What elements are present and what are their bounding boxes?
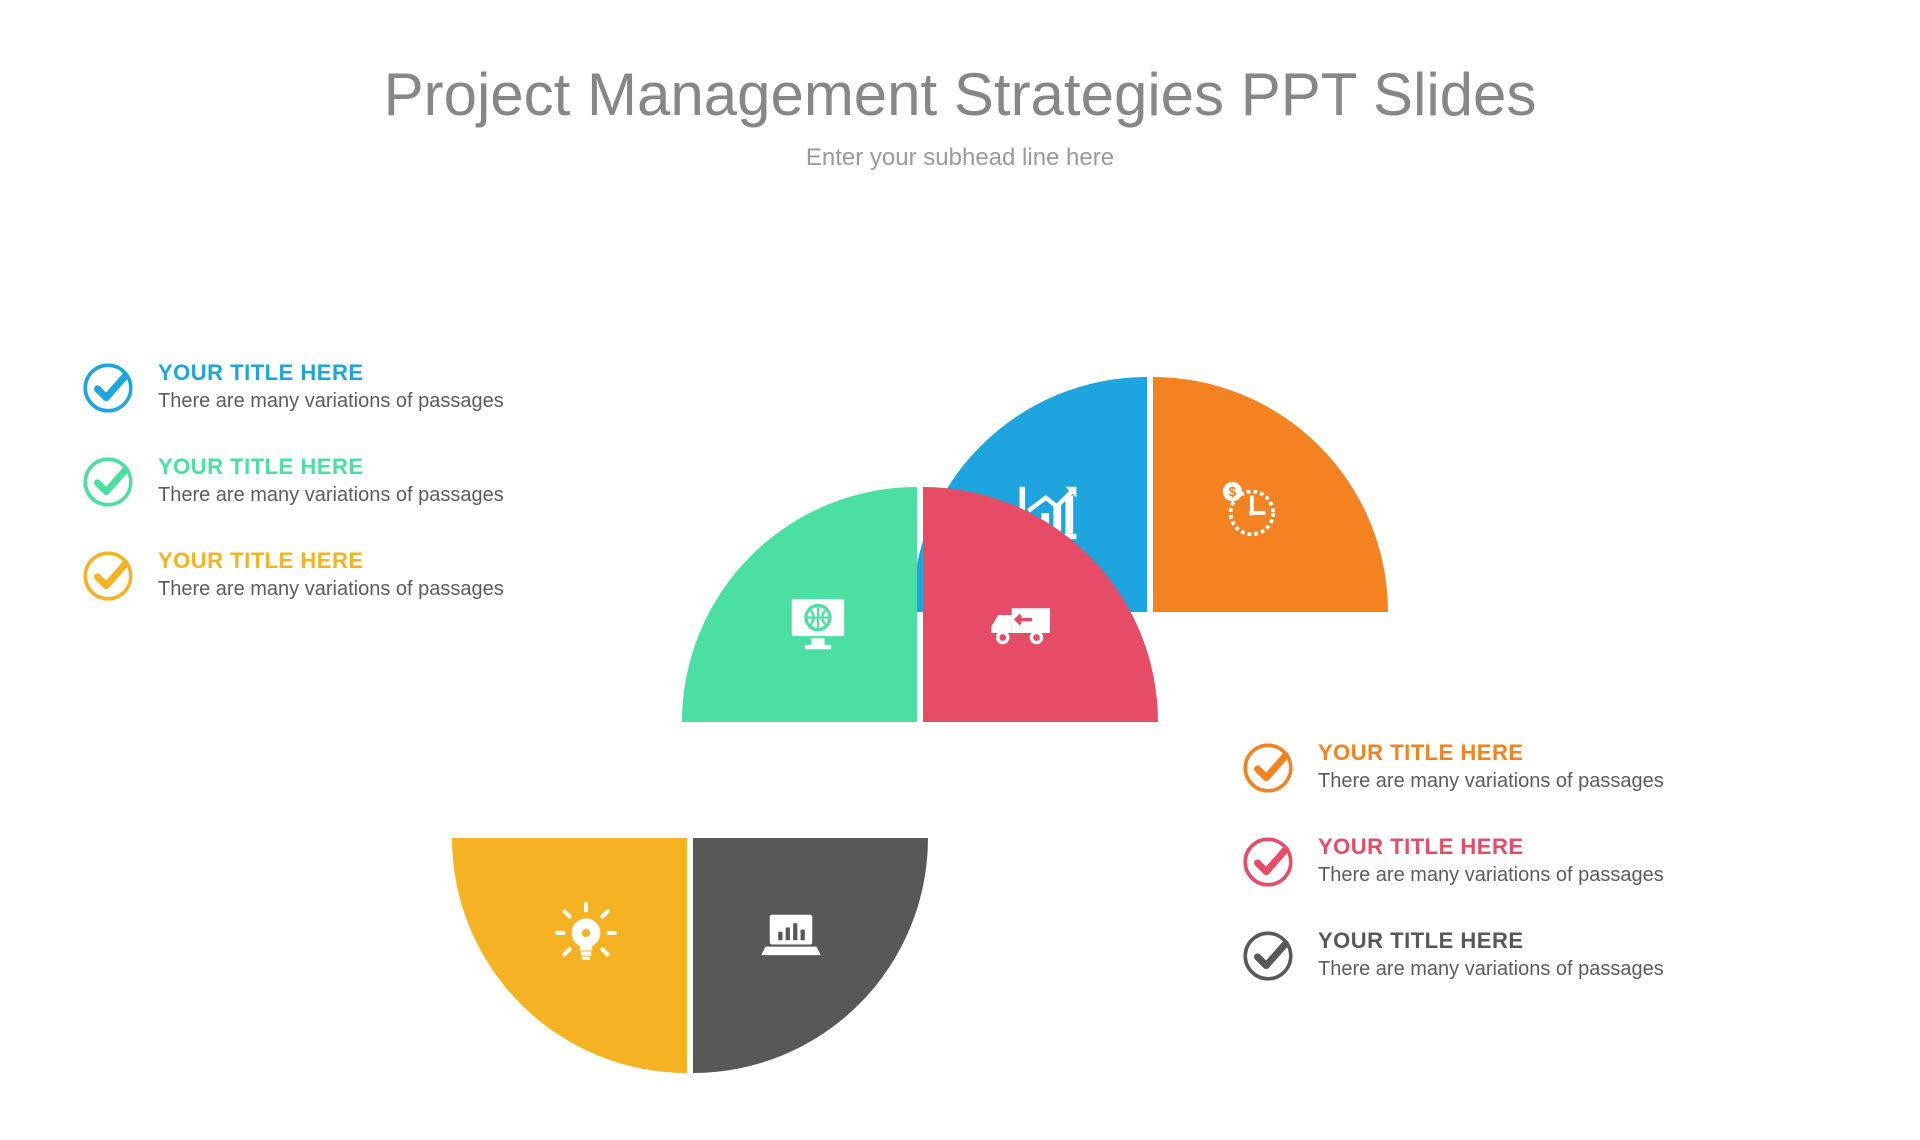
bullet-title: YOUR TITLE HERE [158, 360, 504, 386]
checkmark-icon [80, 360, 136, 416]
bullet-title: YOUR TITLE HERE [1318, 834, 1664, 860]
truck-icon [987, 588, 1059, 660]
segment-gray [693, 838, 928, 1073]
checkmark-icon [1240, 740, 1296, 796]
checkmark-icon [80, 548, 136, 604]
bullet-item-left-0: YOUR TITLE HERE There are many variations… [80, 360, 504, 416]
laptop-chart-icon [757, 902, 825, 970]
bullet-list-left: YOUR TITLE HERE There are many variations… [80, 360, 504, 642]
clock-dollar-icon: $ [1217, 478, 1279, 540]
bullet-desc: There are many variations of passages [1318, 770, 1664, 793]
bullet-title: YOUR TITLE HERE [158, 454, 504, 480]
bullet-list-right: YOUR TITLE HERE There are many variations… [1240, 740, 1664, 1022]
bullet-desc: There are many variations of passages [158, 390, 504, 413]
bullet-item-left-2: YOUR TITLE HERE There are many variations… [80, 548, 504, 604]
segment-orange: $ [1153, 377, 1388, 612]
bullet-desc: There are many variations of passages [1318, 864, 1664, 887]
bullet-title: YOUR TITLE HERE [158, 548, 504, 574]
segment-green [682, 487, 917, 722]
segment-red [923, 487, 1158, 722]
monitor-globe-icon [783, 588, 853, 658]
checkmark-icon [1240, 834, 1296, 890]
bullet-desc: There are many variations of passages [158, 578, 504, 601]
segment-yellow [452, 838, 687, 1073]
bullet-item-left-1: YOUR TITLE HERE There are many variations… [80, 454, 504, 510]
bullet-item-right-0: YOUR TITLE HERE There are many variations… [1240, 740, 1664, 796]
bullet-title: YOUR TITLE HERE [1318, 928, 1664, 954]
bullet-desc: There are many variations of passages [1318, 958, 1664, 981]
lightbulb-icon [553, 902, 619, 968]
svg-text:$: $ [1228, 485, 1236, 500]
bullet-title: YOUR TITLE HERE [1318, 740, 1664, 766]
checkmark-icon [80, 454, 136, 510]
checkmark-icon [1240, 928, 1296, 984]
bullet-item-right-1: YOUR TITLE HERE There are many variations… [1240, 834, 1664, 890]
bullet-desc: There are many variations of passages [158, 484, 504, 507]
bullet-item-right-2: YOUR TITLE HERE There are many variations… [1240, 928, 1664, 984]
